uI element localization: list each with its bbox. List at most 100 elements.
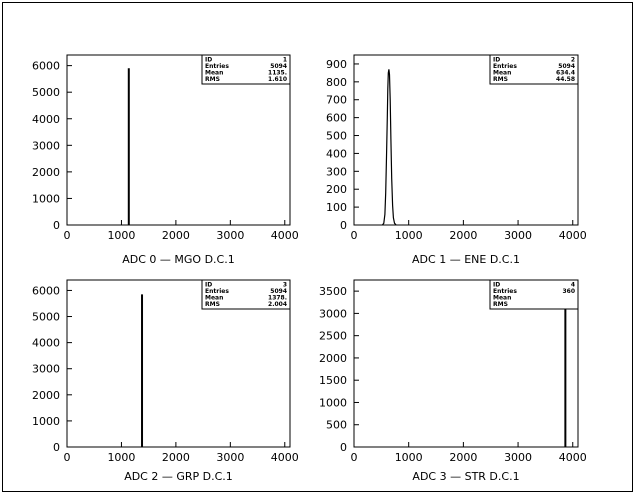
y-tick-label: 0 xyxy=(340,219,347,232)
plot-frame xyxy=(353,279,579,448)
stats-value: 2 xyxy=(571,57,575,64)
y-tick-label: 2000 xyxy=(32,389,60,402)
x-tick-label: 1000 xyxy=(395,229,423,242)
x-tick-label: 3000 xyxy=(504,451,532,464)
stats-box-frame xyxy=(201,54,291,85)
stats-value: 634.4 xyxy=(556,70,575,77)
y-tick-label: 1000 xyxy=(32,415,60,428)
stats-label: Entries xyxy=(205,288,229,295)
y-tick-label: 400 xyxy=(326,147,347,160)
x-tick-label: 3000 xyxy=(216,451,244,464)
plot-frame xyxy=(66,279,291,448)
x-tick-label: 0 xyxy=(351,451,358,464)
x-tick-label: 4000 xyxy=(559,451,587,464)
plot-frame xyxy=(353,54,579,226)
stats-box-frame xyxy=(201,279,291,310)
y-tick-label: 5000 xyxy=(32,86,60,99)
y-tick-label: 2500 xyxy=(319,330,347,343)
y-tick-label: 0 xyxy=(340,441,347,454)
stats-value: 5094 xyxy=(270,288,287,295)
stats-label: Mean xyxy=(493,70,511,77)
x-tick-label: 2000 xyxy=(449,229,477,242)
stats-value: 4 xyxy=(571,282,575,289)
y-tick-label: 0 xyxy=(53,219,60,232)
y-tick-label: 3000 xyxy=(319,307,347,320)
y-tick-label: 300 xyxy=(326,165,347,178)
histogram-panel-1: 0 1000 2000 3000 4000 0 100 200 300 400 500 600 700 8… xyxy=(326,54,587,266)
x-tick-label: 0 xyxy=(64,451,71,464)
x-tick-label: 1000 xyxy=(107,451,135,464)
y-tick-label: 0 xyxy=(53,441,60,454)
stats-box-frame xyxy=(489,279,579,310)
y-tick-label: 500 xyxy=(326,130,347,143)
y-tick-label: 6000 xyxy=(32,60,60,73)
stats-value: 360 xyxy=(562,288,575,295)
stats-value: 5094 xyxy=(558,63,575,70)
y-tick-label: 900 xyxy=(326,58,347,71)
x-tick-label: 2000 xyxy=(162,229,190,242)
histogram-title: ADC 1 — ENE D.C.1 xyxy=(412,253,520,266)
histogram-panel-2: 0 1000 2000 3000 4000 0 1000 2000 3000 4000 5000 60… xyxy=(32,279,299,483)
x-tick-label: 2000 xyxy=(449,451,477,464)
y-tick-label: 6000 xyxy=(32,284,60,297)
stats-label: Mean xyxy=(205,295,223,302)
stats-value: 1 xyxy=(283,57,287,64)
stats-label: RMS xyxy=(205,301,220,308)
x-tick-label: 0 xyxy=(64,229,71,242)
stats-label: RMS xyxy=(493,301,508,308)
x-tick-label: 3000 xyxy=(504,229,532,242)
x-tick-label: 0 xyxy=(351,229,358,242)
stats-box-frame xyxy=(489,54,579,85)
stats-label: ID xyxy=(493,57,500,64)
histogram-title: ADC 0 — MGO D.C.1 xyxy=(122,253,234,266)
stats-label: Entries xyxy=(493,288,517,295)
y-tick-label: 1000 xyxy=(32,192,60,205)
y-tick-label: 1000 xyxy=(319,396,347,409)
stats-label: ID xyxy=(205,282,212,289)
stats-value: 1378. xyxy=(268,295,287,302)
histogram-title: ADC 3 — STR D.C.1 xyxy=(412,470,519,483)
stats-label: RMS xyxy=(493,76,508,83)
stats-label: ID xyxy=(493,282,500,289)
y-tick-label: 800 xyxy=(326,76,347,89)
stats-label: Mean xyxy=(205,70,223,77)
stats-label: Entries xyxy=(493,63,517,70)
y-tick-label: 2000 xyxy=(319,352,347,365)
histogram-panel-0: 0 1000 2000 3000 4000 0 1000 2000 3000 4000 5000 60… xyxy=(32,54,299,266)
stats-label: Mean xyxy=(493,295,511,302)
x-tick-label: 4000 xyxy=(559,229,587,242)
stats-label: RMS xyxy=(205,76,220,83)
y-tick-label: 5000 xyxy=(32,311,60,324)
x-tick-label: 1000 xyxy=(395,451,423,464)
histogram-panel-3: 0 1000 2000 3000 4000 0 500 1000 1500 2000 2500 300… xyxy=(319,279,587,483)
y-tick-label: 4000 xyxy=(32,337,60,350)
y-tick-label: 4000 xyxy=(32,113,60,126)
plot-frame xyxy=(66,54,291,226)
y-tick-label: 500 xyxy=(326,419,347,432)
stats-value: 2.004 xyxy=(268,301,287,308)
stats-value: 3 xyxy=(283,282,287,289)
y-tick-label: 2000 xyxy=(32,166,60,179)
stats-value: 44.58 xyxy=(556,76,575,83)
y-tick-label: 3000 xyxy=(32,139,60,152)
stats-value: 5094 xyxy=(270,63,287,70)
stats-value: 1135. xyxy=(268,70,287,77)
y-tick-label: 3000 xyxy=(32,363,60,376)
x-tick-label: 4000 xyxy=(271,451,299,464)
figure-border xyxy=(2,2,633,492)
x-tick-label: 3000 xyxy=(216,229,244,242)
stats-label: ID xyxy=(205,57,212,64)
stats-box: ID 3 Entries 5094 Mean 1378. RMS 2.004 xyxy=(201,279,291,310)
y-tick-label: 200 xyxy=(326,183,347,196)
y-tick-label: 3500 xyxy=(319,285,347,298)
histogram-title: ADC 2 — GRP D.C.1 xyxy=(124,470,233,483)
x-tick-label: 2000 xyxy=(162,451,190,464)
histogram-curve xyxy=(381,69,397,226)
x-tick-label: 4000 xyxy=(271,229,299,242)
y-tick-label: 100 xyxy=(326,201,347,214)
stats-value: 1.610 xyxy=(268,76,287,83)
y-tick-label: 700 xyxy=(326,94,347,107)
